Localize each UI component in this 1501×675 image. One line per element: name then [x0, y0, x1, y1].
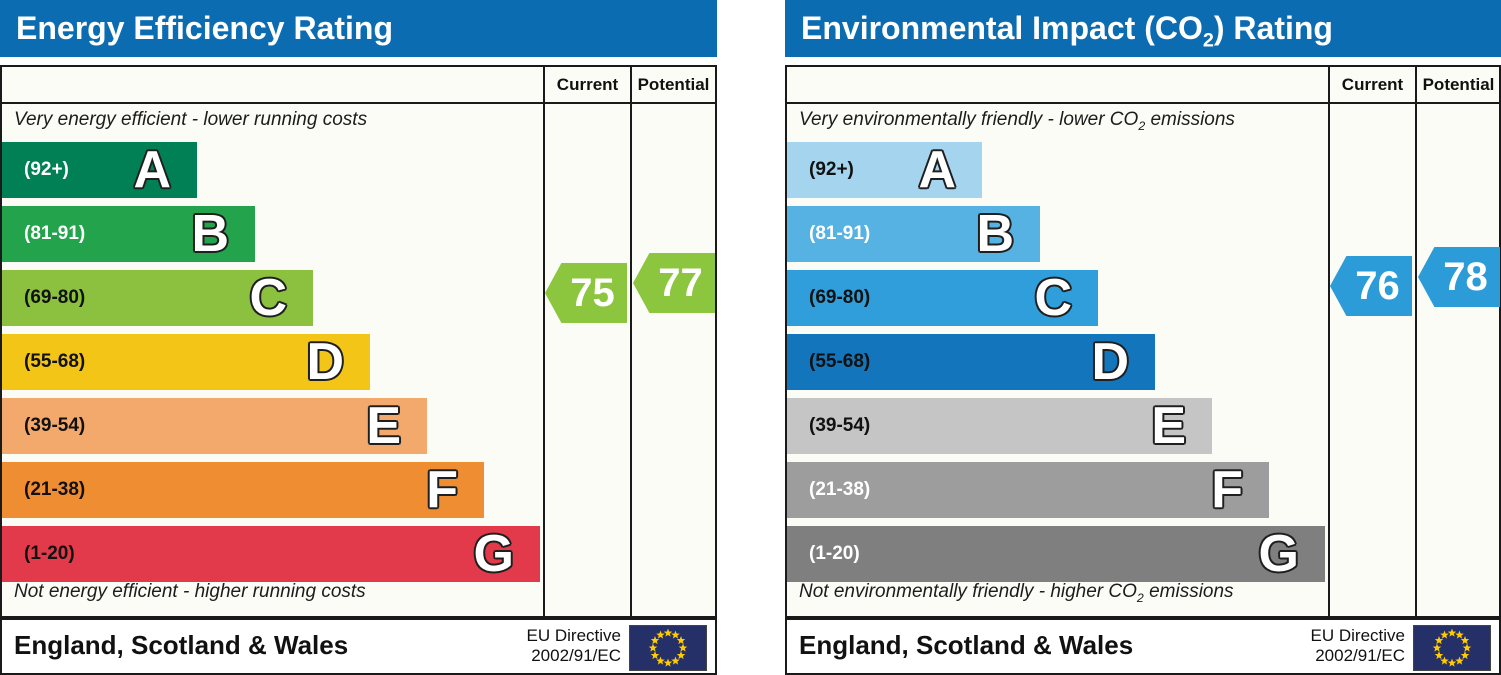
region-label: England, Scotland & Wales [14, 630, 349, 660]
environmental-impact-title: Environmental Impact (CO2) Rating [785, 0, 1501, 57]
band-letter: G [473, 525, 514, 583]
eu-directive-line1: EU Directive [526, 626, 621, 645]
potential-rating-arrow: 78 [1418, 247, 1500, 307]
band-range-label: (39-54) [24, 415, 86, 436]
band-range-label: (69-80) [24, 287, 86, 308]
title-text: Environmental Impact (CO [801, 10, 1203, 46]
band-c: (69-80) C [787, 270, 1098, 326]
band-g: (1-20) G [2, 526, 540, 582]
current-rating-value: 76 [1355, 264, 1400, 308]
eu-directive-label: EU Directive 2002/91/EC [1311, 626, 1405, 666]
energy-efficiency-panel: Energy Efficiency Rating Current Potenti… [0, 0, 717, 675]
band-d: (55-68) D [787, 334, 1155, 390]
bottom-note: Not energy efficient - higher running co… [14, 581, 366, 605]
band-range-label: (21-38) [24, 479, 86, 500]
current-column-header: Current [1341, 75, 1404, 94]
top-note: Very energy efficient - lower running co… [14, 109, 367, 133]
band-letter: A [918, 141, 956, 199]
band-range-label: (55-68) [809, 351, 871, 372]
eu-directive-line2: 2002/91/EC [531, 646, 621, 665]
band-range-label: (21-38) [809, 479, 871, 500]
band-letter: E [1151, 397, 1186, 455]
eu-flag-icon [629, 625, 707, 671]
footer: England, Scotland & Wales EU Directive 2… [785, 618, 1501, 675]
eu-directive-label: EU Directive 2002/91/EC [527, 626, 621, 666]
eu-flag-icon [1413, 625, 1491, 671]
band-b: (81-91) B [787, 206, 1040, 262]
band-a: (92+) A [787, 142, 982, 198]
band-letter: C [1034, 269, 1072, 327]
potential-rating-value: 78 [1443, 255, 1488, 299]
region-label: England, Scotland & Wales [799, 630, 1134, 660]
title-text-post: ) Rating [1213, 10, 1333, 46]
band-range-label: (81-91) [809, 223, 871, 244]
column-divider [543, 67, 545, 616]
band-letter: F [426, 461, 458, 519]
band-a: (92+) A [2, 142, 197, 198]
column-divider [1328, 67, 1330, 616]
rating-table: Current Potential Very energy efficient … [0, 65, 717, 618]
band-letter: B [191, 205, 229, 263]
band-c: (69-80) C [2, 270, 313, 326]
note-subscript: 2 [1136, 590, 1144, 605]
current-rating-arrow: 75 [545, 263, 627, 323]
band-letter: D [306, 333, 344, 391]
current-column-header: Current [556, 75, 619, 94]
band-f: (21-38) F [787, 462, 1269, 518]
bottom-note: Not environmentally friendly - higher CO… [799, 581, 1234, 605]
current-rating-arrow: 76 [1330, 256, 1412, 316]
band-e: (39-54) E [2, 398, 427, 454]
band-letter: D [1091, 333, 1129, 391]
note-text-post: emissions [1143, 581, 1234, 602]
band-range-label: (81-91) [24, 223, 86, 244]
energy-efficiency-title: Energy Efficiency Rating [0, 0, 717, 57]
environmental-impact-panel: Environmental Impact (CO2) Rating Curren… [785, 0, 1501, 675]
band-range-label: (1-20) [809, 543, 860, 564]
top-note: Very environmentally friendly - lower CO… [799, 109, 1235, 133]
title-text: Energy Efficiency Rating [16, 10, 393, 46]
header-row-divider [2, 102, 715, 104]
eu-directive-line1: EU Directive [1310, 626, 1405, 645]
band-range-label: (55-68) [24, 351, 86, 372]
note-text: Very energy efficient - lower running co… [14, 109, 368, 130]
band-g: (1-20) G [787, 526, 1325, 582]
band-letter: A [133, 141, 171, 199]
potential-column-header: Potential [1422, 75, 1495, 94]
note-text: Very environmentally friendly - lower CO [799, 109, 1139, 130]
band-range-label: (1-20) [24, 543, 75, 564]
band-letter: C [249, 269, 287, 327]
header-row-divider [787, 102, 1499, 104]
footer: England, Scotland & Wales EU Directive 2… [0, 618, 717, 675]
band-f: (21-38) F [2, 462, 484, 518]
band-b: (81-91) B [2, 206, 255, 262]
title-subscript: 2 [1202, 29, 1214, 52]
band-letter: B [976, 205, 1014, 263]
current-rating-value: 75 [570, 271, 615, 315]
band-e: (39-54) E [787, 398, 1212, 454]
band-letter: F [1211, 461, 1243, 519]
rating-table: Current Potential Very environmentally f… [785, 65, 1501, 618]
column-divider [1415, 67, 1417, 616]
eu-directive-line2: 2002/91/EC [1315, 646, 1405, 665]
band-range-label: (92+) [24, 159, 69, 180]
potential-column-header: Potential [637, 75, 710, 94]
band-range-label: (39-54) [809, 415, 871, 436]
note-text: Not energy efficient - higher running co… [14, 581, 366, 602]
band-letter: E [366, 397, 401, 455]
rating-bands: (92+) A (81-91) B (69-80) C (55-68) D (3… [2, 142, 540, 590]
band-range-label: (69-80) [809, 287, 871, 308]
potential-rating-value: 77 [658, 261, 703, 305]
note-subscript: 2 [1138, 118, 1146, 133]
note-text-post: emissions [1145, 109, 1235, 130]
potential-rating-arrow: 77 [633, 253, 715, 313]
band-letter: G [1258, 525, 1299, 583]
band-range-label: (92+) [809, 159, 854, 180]
rating-bands: (92+) A (81-91) B (69-80) C (55-68) D (3… [787, 142, 1325, 590]
band-d: (55-68) D [2, 334, 370, 390]
column-divider [630, 67, 632, 616]
note-text: Not environmentally friendly - higher CO [799, 581, 1137, 602]
